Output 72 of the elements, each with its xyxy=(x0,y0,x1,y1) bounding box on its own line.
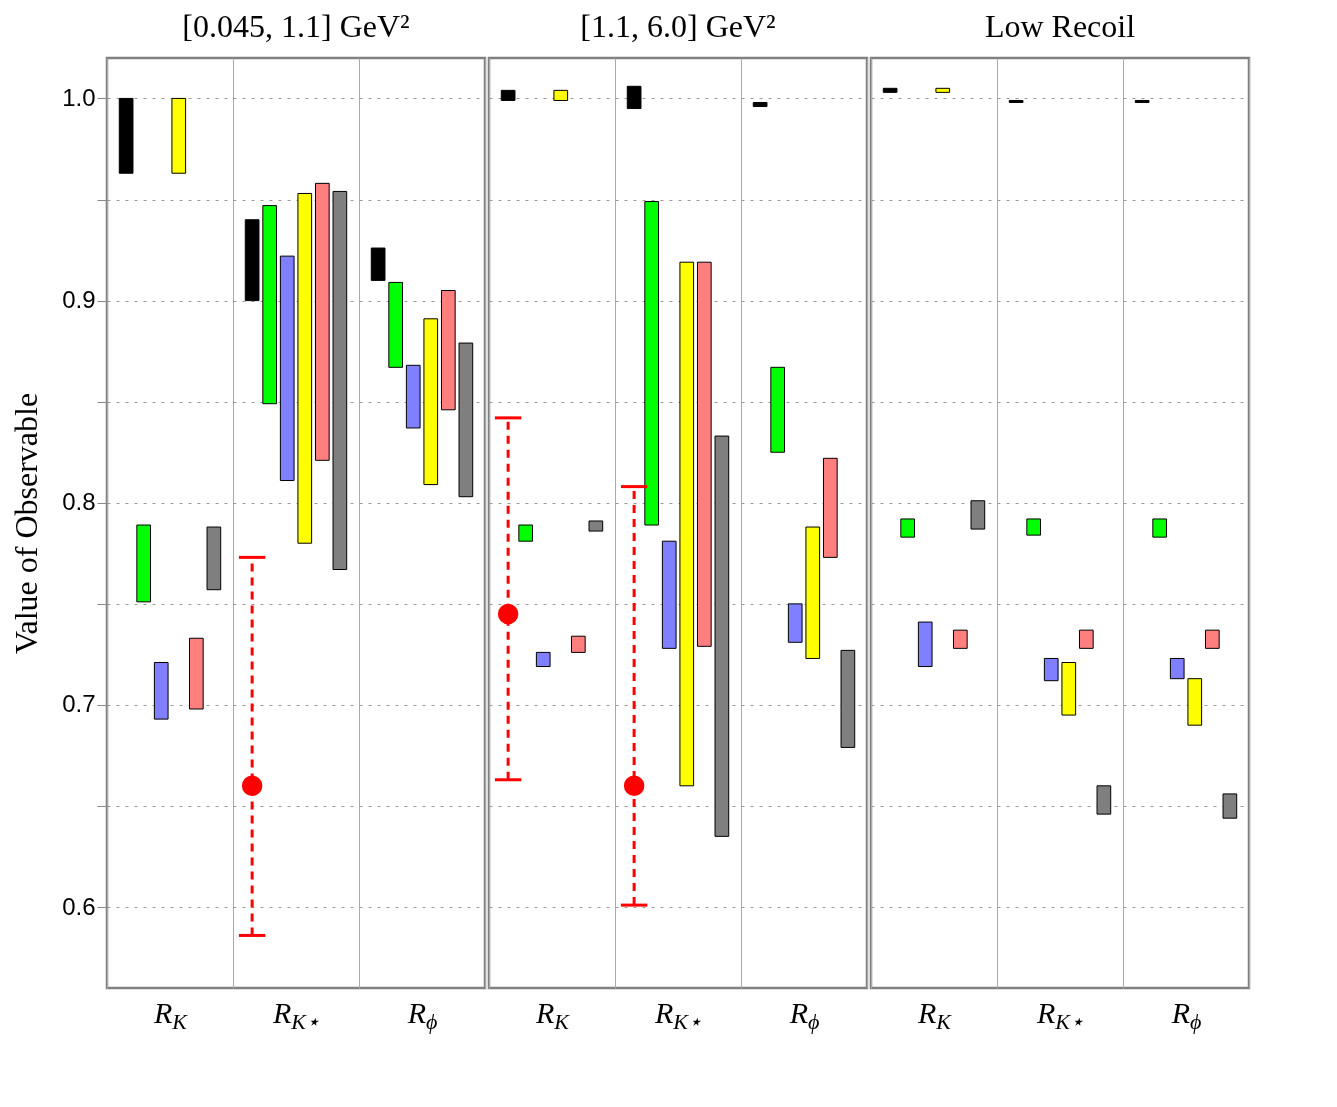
bar xyxy=(370,247,386,281)
bar xyxy=(1134,99,1150,103)
bar xyxy=(952,629,968,649)
bar xyxy=(805,526,821,659)
bar xyxy=(405,364,421,429)
bar xyxy=(188,637,204,710)
bar xyxy=(1096,785,1112,815)
bar xyxy=(661,540,677,649)
bar xyxy=(244,219,260,302)
bar xyxy=(314,182,330,461)
bar xyxy=(1169,657,1185,680)
bar xyxy=(1222,793,1238,819)
bar xyxy=(970,500,986,530)
bar xyxy=(518,524,534,542)
bar xyxy=(822,457,838,558)
bar xyxy=(1061,662,1077,716)
bar xyxy=(900,518,916,538)
y-tick-label: 0.8 xyxy=(62,488,96,516)
bar xyxy=(297,192,313,544)
bar xyxy=(1008,99,1024,103)
bar xyxy=(440,290,456,411)
bar xyxy=(588,520,604,532)
x-tick-label: R$_{K}$ xyxy=(534,995,571,1033)
bar xyxy=(696,261,712,647)
bar xyxy=(262,205,278,405)
y-axis-title: Value of Observable xyxy=(8,392,45,655)
bar xyxy=(553,89,569,101)
x-tick-label: R$_{ϕ}$ xyxy=(788,995,820,1033)
bar xyxy=(1204,629,1220,649)
bar xyxy=(917,621,933,668)
bar xyxy=(882,87,898,93)
y-tick-label: 0.7 xyxy=(62,690,96,718)
bar xyxy=(136,524,152,603)
bar xyxy=(570,635,586,653)
y-tick-label: 0.9 xyxy=(62,286,96,314)
x-tick-label: R$_{ϕ}$ xyxy=(406,995,438,1033)
x-tick-label: R$_{K}$ xyxy=(152,995,189,1033)
bar xyxy=(1026,518,1042,536)
chart-title: Low Recoil xyxy=(984,8,1136,44)
y-tick-label: 1.0 xyxy=(62,83,96,111)
x-tick-label: R$_{K⋆}$ xyxy=(653,995,703,1033)
bar xyxy=(935,87,951,93)
x-tick-label: R$_{K⋆}$ xyxy=(271,995,321,1033)
x-tick-label: R$_{K}$ xyxy=(916,995,953,1033)
bar xyxy=(840,649,856,748)
bar xyxy=(770,366,786,453)
bar xyxy=(752,101,768,108)
bar xyxy=(279,255,295,482)
bar xyxy=(423,318,439,486)
bar xyxy=(388,281,404,368)
bar xyxy=(535,651,551,668)
y-tick-label: 0.6 xyxy=(62,892,96,920)
bar xyxy=(1078,629,1094,649)
bar xyxy=(1187,678,1203,726)
bar xyxy=(644,201,660,526)
x-tick-label: R$_{ϕ}$ xyxy=(1170,995,1202,1033)
bar xyxy=(118,97,134,174)
bar xyxy=(153,662,169,720)
bar xyxy=(787,603,803,643)
x-tick-label: R$_{K⋆}$ xyxy=(1035,995,1085,1033)
bar xyxy=(500,89,516,101)
bar xyxy=(206,526,222,591)
bar xyxy=(458,342,474,498)
bar xyxy=(1152,518,1168,538)
bar xyxy=(714,435,730,837)
bar xyxy=(1043,657,1059,682)
bar xyxy=(679,261,695,787)
bar xyxy=(332,190,348,570)
bar xyxy=(626,85,642,110)
chart-title: [1.1, 6.0] GeV² xyxy=(580,8,776,44)
bar xyxy=(171,97,187,174)
chart-title: [0.045, 1.1] GeV² xyxy=(182,8,410,44)
